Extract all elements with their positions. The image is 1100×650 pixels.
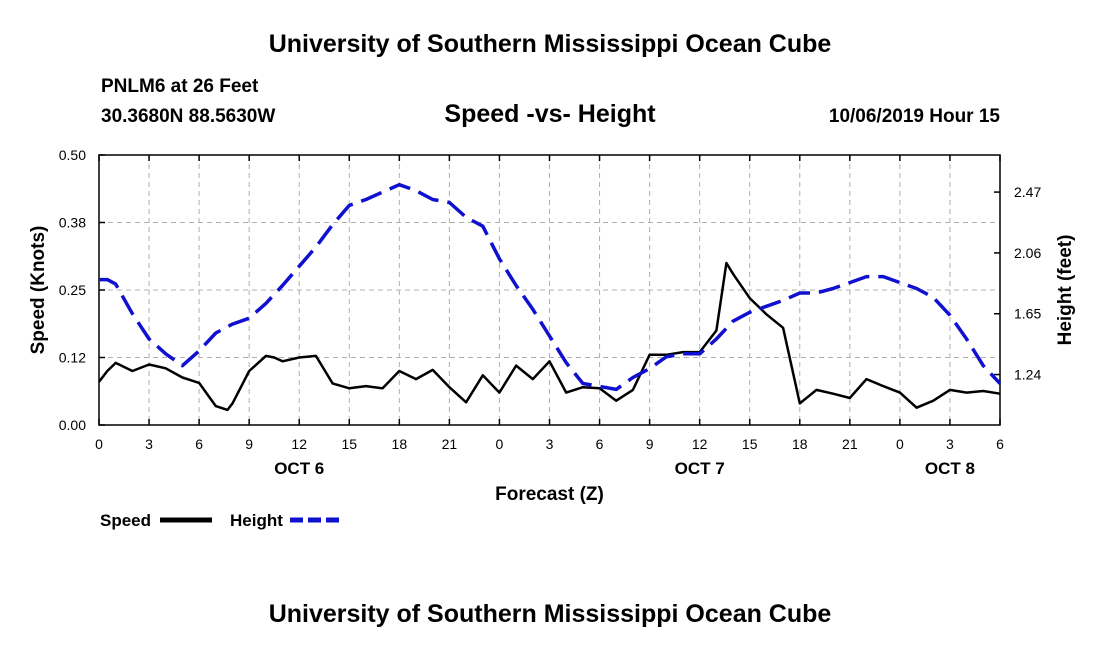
day-label: OCT 6 [274, 459, 324, 478]
x-tick-label: 9 [646, 436, 654, 452]
x-axis-label: Forecast (Z) [495, 484, 604, 505]
x-tick-label: 3 [145, 436, 153, 452]
x-tick-label: 0 [496, 436, 504, 452]
forecast-datetime: 10/06/2019 Hour 15 [828, 106, 1000, 127]
y-axis-ticks: 0.00 0.12 0.25 0.38 0.50 [59, 147, 105, 433]
x-tick-label: 3 [946, 436, 954, 452]
y-tick-label: 0.25 [59, 282, 86, 298]
y2-axis-label: Height (feet) [1055, 235, 1076, 346]
x-tick-label: 12 [692, 436, 708, 452]
x-tick-label: 0 [95, 436, 103, 452]
y2-tick-label: 1.24 [1014, 367, 1041, 383]
x-tick-label: 15 [341, 436, 357, 452]
x-tick-label: 0 [896, 436, 904, 452]
x-tick-label: 15 [742, 436, 758, 452]
day-label: OCT 7 [675, 459, 725, 478]
y-tick-label: 0.00 [59, 417, 86, 433]
y-tick-label: 0.12 [59, 350, 86, 366]
x-tick-label: 12 [291, 436, 307, 452]
x-tick-label: 6 [996, 436, 1004, 452]
y2-tick-label: 1.65 [1014, 306, 1041, 322]
x-tick-label: 18 [392, 436, 408, 452]
chart-title: Speed -vs- Height [444, 100, 656, 128]
legend-height-label: Height [230, 511, 283, 530]
x-tick-label: 9 [245, 436, 253, 452]
grid-lines [99, 155, 1000, 425]
x-tick-label: 6 [195, 436, 203, 452]
footer-title: University of Southern Mississippi Ocean… [268, 600, 832, 628]
legend-speed-label: Speed [100, 511, 151, 530]
height-series-line [99, 182, 1002, 392]
station-coordinates: 30.3680N 88.5630W [101, 106, 276, 127]
y2-tick-label: 2.47 [1014, 184, 1041, 200]
y-tick-label: 0.38 [59, 215, 86, 231]
day-labels: OCT 6 OCT 7 OCT 8 [274, 459, 975, 478]
x-axis-ticks: 0 3 6 9 12 15 18 21 0 3 6 9 12 15 18 21 0 3 6 [95, 155, 1004, 452]
y-axis-label: Speed (Knots) [28, 226, 49, 355]
speed-height-chart: 0 3 6 9 12 15 18 21 0 3 6 9 12 15 18 21 0 3 6 0.00 0.12 0.25… [28, 147, 1076, 530]
x-tick-label: 21 [442, 436, 458, 452]
x-tick-label: 21 [842, 436, 858, 452]
x-tick-label: 18 [792, 436, 808, 452]
y2-tick-label: 2.06 [1014, 245, 1041, 261]
y2-axis-ticks: 1.24 1.65 2.06 2.47 [994, 184, 1041, 383]
day-label: OCT 8 [925, 459, 975, 478]
y-tick-label: 0.50 [59, 147, 86, 163]
series-lines [98, 182, 1002, 412]
page-title: University of Southern Mississippi Ocean… [268, 30, 832, 58]
x-tick-label: 6 [596, 436, 604, 452]
speed-series-line [98, 261, 1001, 412]
x-tick-label: 3 [546, 436, 554, 452]
station-label: PNLM6 at 26 Feet [101, 76, 259, 97]
legend: Speed Height [100, 511, 342, 530]
